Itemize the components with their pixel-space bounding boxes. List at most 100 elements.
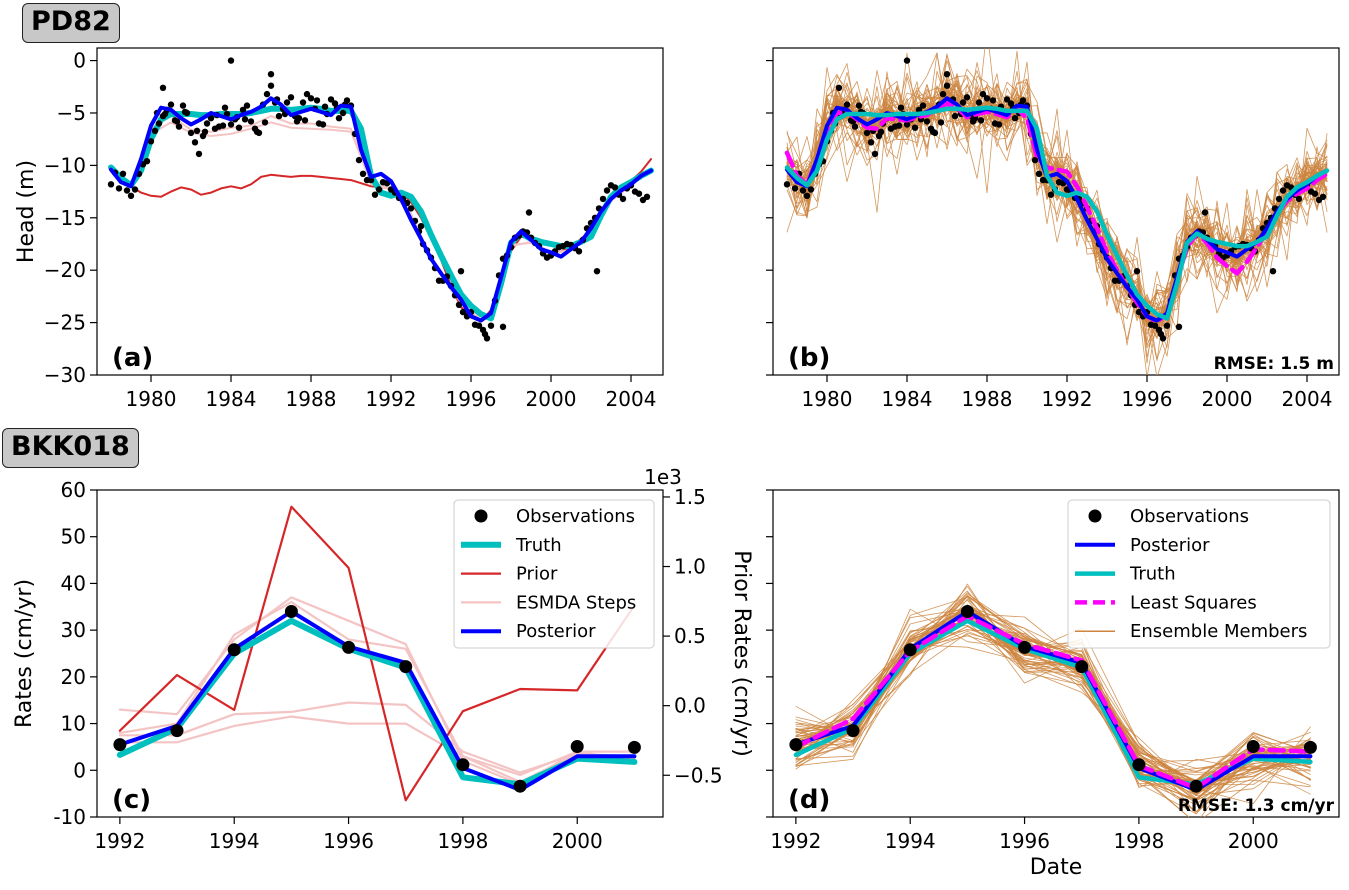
x-tick-label: 2004 [606, 387, 657, 411]
y-tick-label: 10 [61, 712, 86, 736]
observation-point [170, 724, 184, 738]
esmda-step-line [110, 121, 652, 319]
observation-point [603, 187, 611, 194]
observation-point [575, 248, 583, 255]
x-tick-label: 1984 [882, 387, 933, 411]
legend-entry: Truth [515, 535, 562, 556]
observation-point [863, 129, 871, 137]
observation-point [1319, 193, 1327, 200]
observation-point [487, 322, 495, 329]
observation-point [207, 115, 215, 122]
observation-point [1303, 740, 1317, 754]
ensemble-member-line [795, 613, 1311, 802]
observation-point [283, 99, 291, 106]
observation-point [979, 90, 987, 98]
observation-point [943, 82, 951, 89]
rmse-annotation: RMSE: 1.5 m [1214, 354, 1334, 374]
x-tick-label: 1996 [999, 829, 1050, 853]
observation-point [263, 90, 271, 98]
observation-point [327, 96, 335, 103]
observation-point [969, 118, 977, 125]
observation-point [201, 128, 209, 135]
x-axis-label: Date [1030, 855, 1083, 880]
plot-frame [772, 489, 1340, 818]
y-tick-label: 40 [61, 571, 86, 595]
observation-point [919, 102, 927, 109]
observation-point [1031, 156, 1039, 164]
observation-point [303, 90, 311, 98]
ensemble-member-line [795, 608, 1311, 789]
observation-point [335, 115, 343, 122]
panel-label: (b) [788, 343, 830, 373]
least-squares-line [793, 613, 1313, 791]
panel-c: 1992 1994 1996 1998 20006050403020100-101.51… [12, 465, 754, 853]
observation-point [1011, 115, 1019, 122]
observation-point [481, 330, 489, 338]
observation-point [243, 102, 251, 109]
observation-point [1163, 322, 1171, 329]
panel-a: 1980 1984 1988 1992 1996 2000 2004 0 −5 −10 −15 −20… [14, 47, 664, 411]
observation-point [407, 205, 415, 212]
observation-point [307, 95, 315, 102]
observation-point [371, 191, 379, 198]
observation-point [235, 124, 243, 131]
observation-point [227, 57, 235, 64]
observation-point [951, 112, 959, 120]
observation-point [1075, 660, 1089, 674]
x-tick-label: 1996 [323, 829, 374, 853]
observation-point [167, 101, 175, 108]
observation-point [1175, 323, 1183, 330]
esmda-step-line [118, 600, 636, 784]
legend-entry: Prior [516, 564, 558, 585]
observation-point [975, 99, 983, 106]
observation-point [287, 94, 295, 101]
well-badge-bkk018: BKK018 [2, 428, 139, 468]
legend-entry: Observations [516, 506, 635, 527]
observation-point [977, 117, 985, 124]
legend-entry: Least Squares [1130, 592, 1257, 613]
x-tick-label: 1988 [286, 387, 337, 411]
observation-point [1269, 268, 1277, 275]
observation-point [159, 84, 167, 92]
observation-point [911, 124, 919, 131]
x-tick-label: 2000 [1228, 829, 1279, 853]
right-y-tick-label: −0.5 [674, 763, 723, 787]
observation-point [321, 103, 329, 110]
right-y-tick-label: 1.5 [674, 485, 706, 509]
observation-point [903, 121, 911, 128]
panel-label: (a) [112, 343, 153, 373]
observation-point [995, 121, 1003, 128]
observation-point [1132, 758, 1146, 772]
observation-point [375, 186, 383, 193]
observation-point [897, 104, 905, 111]
panel-c-plot-area [113, 505, 641, 802]
observation-point [513, 779, 527, 793]
observation-point [989, 97, 997, 104]
x-tick-label: 1998 [1113, 829, 1164, 853]
observation-point [456, 758, 470, 772]
observation-point [143, 158, 151, 165]
y-tick-label: −25 [44, 311, 86, 335]
observation-point [113, 738, 127, 752]
legend-entry: Posterior [1130, 535, 1210, 556]
legend-box [1067, 499, 1331, 649]
observation-point [803, 192, 811, 199]
observation-point [342, 640, 356, 654]
legend-entry: Truth [1129, 564, 1176, 585]
y-tick-label: 0 [73, 758, 86, 782]
panel-label: (c) [112, 785, 151, 815]
observation-point [179, 102, 187, 109]
observation-point [867, 139, 875, 146]
esmda-step-line [110, 115, 652, 320]
right-y-tick-label: 0.0 [674, 694, 706, 718]
observation-point [939, 90, 947, 98]
y-tick-label: −15 [44, 206, 86, 230]
x-tick-label: 1980 [802, 387, 853, 411]
posterior-line [109, 96, 653, 323]
right-y-axis-label: Prior Rates (cm/yr) [729, 550, 754, 757]
observation-point [611, 184, 619, 191]
observation-point [339, 109, 347, 117]
legend-box [453, 499, 655, 649]
observation-point [1295, 195, 1303, 203]
